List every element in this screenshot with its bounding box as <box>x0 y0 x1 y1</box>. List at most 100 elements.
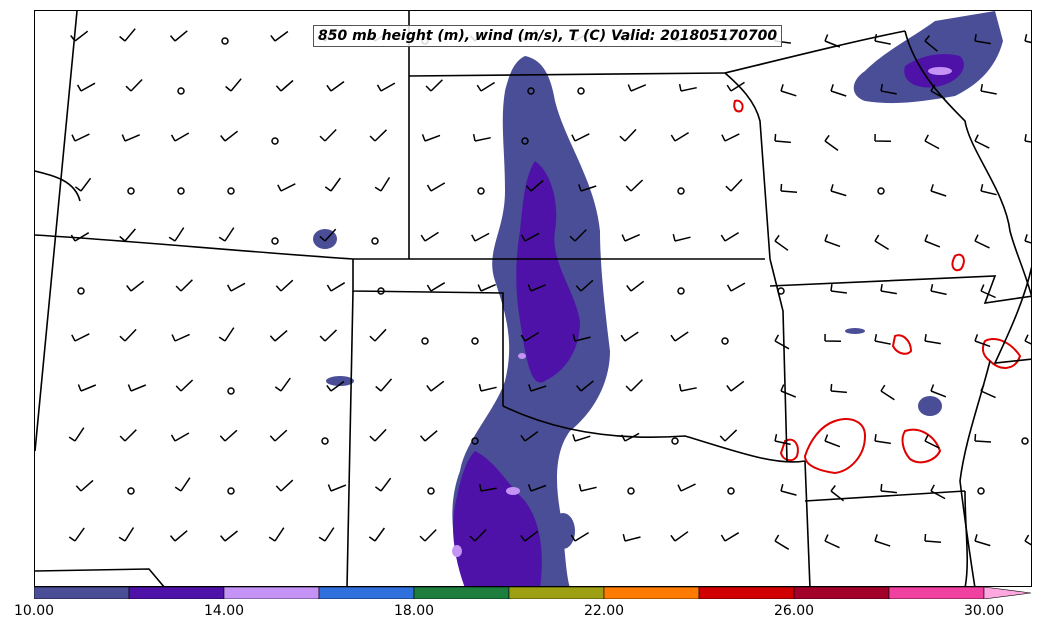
wind-barb <box>1024 133 1031 143</box>
wind-barb <box>477 283 496 292</box>
border-ar-la <box>804 490 966 502</box>
wind-barb <box>369 328 387 342</box>
border-ks-mo <box>724 72 771 260</box>
colorbar-segment <box>793 587 890 599</box>
temperature-contours <box>733 99 1022 475</box>
wind-barb <box>74 177 92 192</box>
wind-barb <box>326 380 345 392</box>
wind-barb <box>824 134 839 152</box>
wind-barb <box>780 484 797 496</box>
wind-barb <box>326 282 346 292</box>
wind-barb <box>376 82 396 92</box>
wind-barb <box>170 132 190 142</box>
wind-barb <box>318 527 335 542</box>
wind-barb <box>569 229 587 242</box>
wind-barb <box>974 134 990 149</box>
wind-barb <box>824 234 841 248</box>
wind-barb <box>576 380 594 392</box>
wind-barb <box>220 130 239 142</box>
wind-barb <box>68 427 85 442</box>
shade-band-core2 <box>453 451 542 586</box>
wind-barb <box>578 184 597 192</box>
wind-barb <box>619 128 637 142</box>
wind-barb <box>68 527 85 542</box>
wind-barb <box>527 484 547 492</box>
calm-wind-marker <box>227 387 235 395</box>
wind-barb <box>974 234 990 249</box>
wind-barb <box>268 527 285 542</box>
wind-barb <box>678 383 697 392</box>
wind-barb <box>375 378 393 392</box>
calm-wind-marker <box>977 487 985 495</box>
wind-barb <box>874 433 891 445</box>
wind-barb <box>974 433 992 443</box>
colorbar-segment <box>318 587 415 599</box>
wind-barb <box>874 234 889 251</box>
wind-barb <box>1024 534 1031 546</box>
wind-barb <box>677 483 696 492</box>
wind-barb <box>874 534 891 547</box>
wind-barb <box>974 534 991 547</box>
wind-barb <box>121 134 140 142</box>
colorbar-segment <box>34 587 130 599</box>
wind-barb <box>974 33 991 45</box>
shade-high-1 <box>506 487 520 495</box>
wind-barb <box>627 84 647 92</box>
wind-barb <box>472 133 491 142</box>
wind-barb <box>780 84 797 97</box>
colorbar-segment <box>888 587 985 599</box>
border-il-river <box>904 30 1031 297</box>
wind-barb <box>76 82 96 92</box>
map-canvas <box>35 11 1031 586</box>
calm-wind-marker <box>127 487 135 495</box>
wind-barb <box>419 529 437 542</box>
wind-barb <box>119 429 137 442</box>
wind-barb <box>275 279 294 292</box>
map-title: 850 mb height (m), wind (m/s), T (C) Val… <box>313 25 783 47</box>
wind-barb <box>621 233 640 242</box>
shaded-field <box>313 11 1003 586</box>
contour-2 <box>901 428 942 464</box>
wind-barb <box>670 531 689 542</box>
wind-barb <box>369 129 388 142</box>
contour-4 <box>891 334 913 355</box>
wind-barb <box>726 380 745 392</box>
wind-barb <box>77 384 97 392</box>
wind-barb <box>930 284 947 296</box>
wind-barb <box>421 134 441 142</box>
wind-barb <box>426 380 445 392</box>
calm-wind-marker <box>427 487 435 495</box>
border-ar-mo <box>769 275 1031 304</box>
wind-barb <box>119 28 136 42</box>
colorbar <box>34 587 1032 599</box>
calm-wind-marker <box>471 337 479 345</box>
wind-barb <box>71 133 90 142</box>
colorbar-segment <box>413 587 510 599</box>
wind-barb <box>218 327 235 342</box>
wind-barb <box>426 182 446 192</box>
wind-barb <box>824 534 840 549</box>
wind-barb <box>570 531 589 542</box>
wind-barb <box>374 477 392 492</box>
wind-barb <box>930 184 947 197</box>
cb-tick-3: 22.00 <box>583 603 625 619</box>
cb-tick-1: 14.00 <box>203 603 245 619</box>
wind-barb <box>721 133 740 142</box>
wind-barb <box>471 232 490 242</box>
wind-barb <box>324 177 342 192</box>
calm-wind-marker <box>777 287 785 295</box>
wind-barb <box>924 134 940 150</box>
calm-wind-marker <box>671 437 679 445</box>
wind-barb <box>780 183 798 193</box>
state-boundaries <box>35 11 1031 586</box>
shade-blob-2 <box>326 376 354 386</box>
contour-5 <box>951 253 965 272</box>
calm-wind-marker <box>721 337 729 345</box>
wind-barb <box>270 30 289 42</box>
wind-barb <box>726 81 745 92</box>
wind-barb <box>70 30 89 42</box>
wind-barb <box>426 282 446 292</box>
wind-barb <box>571 133 590 142</box>
wind-barb <box>874 333 891 345</box>
wind-barb <box>225 78 242 92</box>
